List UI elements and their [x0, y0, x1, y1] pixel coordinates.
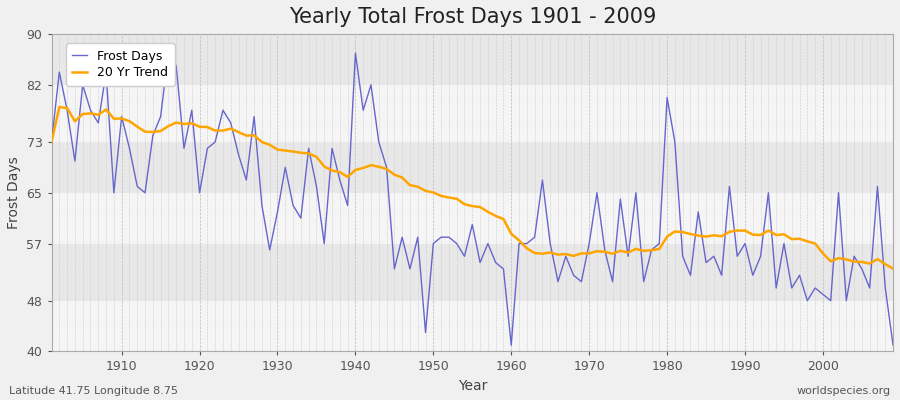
20 Yr Trend — [54, 105, 65, 110]
20 Yr Trend — [887, 266, 898, 271]
Frost Days — [506, 343, 517, 348]
Frost Days — [109, 190, 120, 195]
20 Yr Trend — [46, 140, 57, 144]
Frost Days — [335, 178, 346, 182]
20 Yr Trend — [116, 116, 127, 121]
20 Yr Trend — [288, 149, 299, 154]
Frost Days — [887, 343, 898, 348]
20 Yr Trend — [506, 231, 517, 236]
Title: Yearly Total Frost Days 1901 - 2009: Yearly Total Frost Days 1901 - 2009 — [289, 7, 656, 27]
Bar — [51, 193, 893, 244]
Bar — [51, 142, 893, 193]
Text: worldspecies.org: worldspecies.org — [796, 386, 891, 396]
20 Yr Trend — [335, 170, 346, 174]
Y-axis label: Frost Days: Frost Days — [7, 156, 21, 229]
Text: Latitude 41.75 Longitude 8.75: Latitude 41.75 Longitude 8.75 — [9, 386, 178, 396]
Frost Days — [46, 140, 57, 144]
Legend: Frost Days, 20 Yr Trend: Frost Days, 20 Yr Trend — [67, 44, 175, 86]
Frost Days — [163, 51, 174, 56]
Bar — [51, 85, 893, 142]
Bar — [51, 244, 893, 301]
Line: Frost Days: Frost Days — [51, 53, 893, 345]
Frost Days — [615, 197, 626, 202]
Frost Days — [521, 241, 532, 246]
Frost Days — [514, 241, 525, 246]
Frost Days — [288, 203, 299, 208]
20 Yr Trend — [608, 251, 618, 256]
Line: 20 Yr Trend: 20 Yr Trend — [51, 107, 893, 269]
20 Yr Trend — [514, 238, 525, 243]
Bar — [51, 301, 893, 352]
X-axis label: Year: Year — [457, 379, 487, 393]
Bar — [51, 34, 893, 85]
